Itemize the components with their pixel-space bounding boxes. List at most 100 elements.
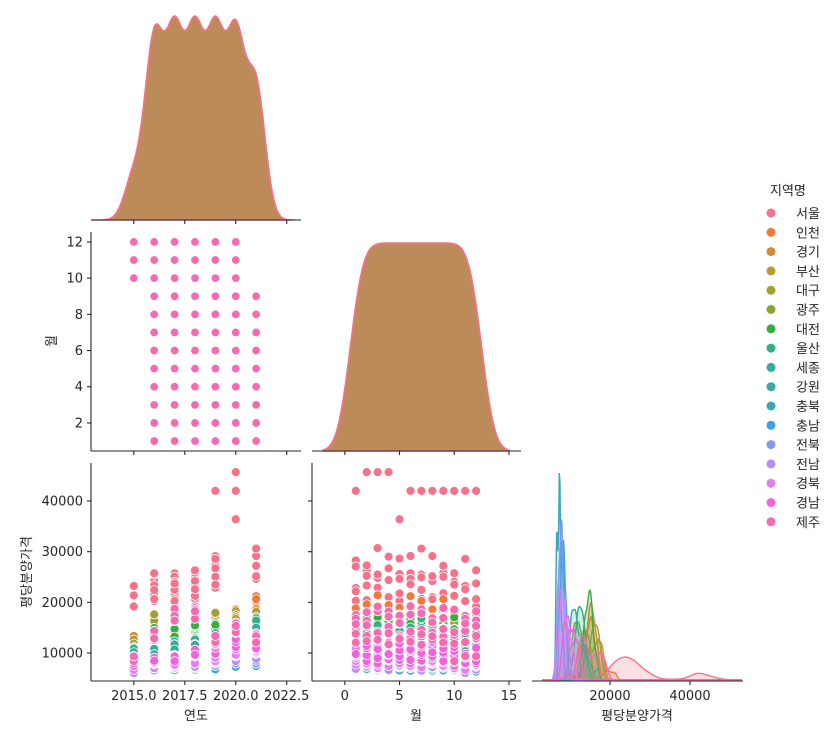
point-month-price xyxy=(372,634,383,645)
point-year-month xyxy=(231,418,241,428)
point-year-price xyxy=(169,656,180,667)
axes: 2015.0 2017.5 2020.0 2022.5 0 5 10 15 20000 40000… xyxy=(42,219,743,704)
legend-label: 대전 xyxy=(796,323,820,338)
point-month-price xyxy=(416,608,427,619)
point-month-price xyxy=(361,620,372,631)
kde-price-fill-세종 xyxy=(542,609,742,680)
point-month-price xyxy=(416,543,427,554)
point-year-price xyxy=(149,585,160,595)
scatter-month-price xyxy=(350,467,482,678)
point-month-price xyxy=(460,618,471,629)
point-month-price xyxy=(471,594,482,605)
point-year-price xyxy=(210,620,221,630)
point-month-price xyxy=(405,485,416,496)
kde-year-area xyxy=(91,15,295,221)
point-year-month xyxy=(169,327,180,338)
point-month-price xyxy=(449,656,460,666)
diag-kde-year xyxy=(91,15,295,221)
legend-label: 울산 xyxy=(796,342,820,357)
legend-label: 세종 xyxy=(796,361,820,376)
ytick-label-price: 10000 xyxy=(42,647,83,662)
point-month-price xyxy=(471,642,482,653)
xtick-label-year: 2022.5 xyxy=(264,689,310,704)
legend-marker-경북 xyxy=(766,478,776,488)
point-month-price xyxy=(405,601,416,612)
point-year-month xyxy=(149,382,159,392)
point-year-month xyxy=(149,345,159,356)
point-year-month xyxy=(210,291,221,301)
point-month-price xyxy=(471,621,482,631)
point-month-price xyxy=(460,637,471,647)
point-month-price xyxy=(383,639,394,650)
ytick-label-month: 4 xyxy=(75,380,83,395)
xtick-label-year: 2017.5 xyxy=(162,689,208,704)
point-year-month xyxy=(169,436,180,446)
point-year-price xyxy=(251,571,262,582)
point-month-price xyxy=(394,573,405,584)
point-year-month xyxy=(149,255,159,265)
kde-price-fill-서울 xyxy=(542,657,742,680)
point-year-month xyxy=(251,418,261,428)
point-year-month xyxy=(210,237,221,247)
point-month-price xyxy=(449,590,460,601)
point-year-month xyxy=(251,400,261,410)
point-year-month xyxy=(190,400,200,410)
point-month-price xyxy=(449,604,460,615)
point-month-price xyxy=(405,591,416,602)
point-month-price xyxy=(361,560,372,571)
point-year-price xyxy=(169,615,180,626)
point-year-month xyxy=(129,237,139,247)
legend-label: 제주 xyxy=(796,516,820,531)
point-year-price xyxy=(190,606,200,617)
point-month-price xyxy=(350,619,361,629)
legend-title: 지역명 xyxy=(770,184,806,199)
point-year-price xyxy=(149,655,160,666)
xlabel-price: 평당분양가격 xyxy=(601,709,673,724)
point-year-price xyxy=(128,590,139,601)
point-year-month xyxy=(210,273,221,283)
point-month-price xyxy=(372,653,383,664)
point-year-month xyxy=(190,237,200,247)
legend-label: 경기 xyxy=(796,246,820,261)
point-month-price xyxy=(405,551,416,561)
point-year-month xyxy=(149,273,159,283)
point-year-price xyxy=(230,514,241,525)
point-year-price xyxy=(190,565,200,576)
point-year-month xyxy=(149,436,159,446)
point-month-price xyxy=(350,628,361,639)
xtick-label-month: 0 xyxy=(341,689,349,704)
point-month-price xyxy=(427,617,438,628)
point-month-price xyxy=(427,485,438,496)
point-month-price xyxy=(449,638,460,649)
legend-marker-전북 xyxy=(766,440,776,450)
legend-marker-충북 xyxy=(766,401,776,411)
legend-marker-대구 xyxy=(766,285,776,295)
xtick-label-year: 2015.0 xyxy=(111,689,157,704)
point-year-month xyxy=(190,345,200,356)
point-month-price xyxy=(460,554,471,564)
point-month-price xyxy=(361,607,372,618)
point-month-price xyxy=(471,651,482,662)
point-year-month xyxy=(210,255,221,265)
point-month-price xyxy=(350,637,361,648)
legend-marker-경남 xyxy=(766,498,776,507)
point-month-price xyxy=(372,601,383,612)
legend-label: 인천 xyxy=(796,226,820,241)
point-year-month xyxy=(210,400,221,410)
point-month-price xyxy=(372,543,383,554)
legend-marker-서울 xyxy=(766,208,776,218)
point-month-price xyxy=(416,596,427,606)
point-year-price xyxy=(210,563,221,574)
point-month-price xyxy=(361,467,372,478)
point-year-month xyxy=(251,436,261,446)
point-year-month xyxy=(251,327,261,338)
point-year-month xyxy=(149,363,159,374)
point-year-price xyxy=(149,594,160,605)
point-month-price xyxy=(438,637,449,648)
point-year-price xyxy=(169,578,180,589)
point-year-price xyxy=(210,554,221,564)
point-year-price xyxy=(230,485,241,496)
point-year-month xyxy=(190,363,200,374)
legend-label: 서울 xyxy=(796,207,820,222)
